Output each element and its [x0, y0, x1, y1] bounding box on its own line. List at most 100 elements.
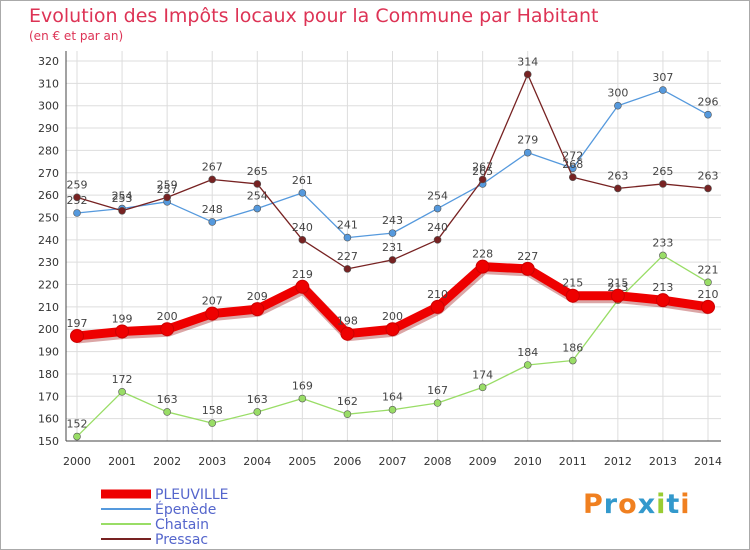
data-point	[478, 383, 487, 392]
data-point	[253, 180, 262, 188]
data-point	[523, 361, 532, 369]
data-point	[430, 299, 445, 314]
x-tick-label: 2006	[333, 455, 361, 468]
data-point	[659, 251, 667, 260]
data-point	[160, 322, 175, 337]
y-tick-label: 300	[38, 100, 59, 113]
data-label: 267	[202, 160, 223, 173]
data-point	[163, 193, 171, 202]
data-label: 164	[382, 391, 403, 404]
legend-label: Pressac	[155, 532, 208, 548]
data-point	[523, 70, 532, 79]
data-point	[253, 204, 262, 213]
series-épenède: 2522542572482542612412432542652792723003…	[67, 71, 719, 242]
logo-letter: o	[618, 489, 638, 520]
data-label: 257	[157, 183, 178, 196]
data-label: 254	[112, 190, 133, 203]
y-tick-label: 250	[38, 211, 59, 224]
y-tick-label: 170	[38, 390, 59, 403]
data-point	[385, 322, 400, 337]
x-tick-label: 2014	[694, 455, 722, 468]
data-point	[704, 278, 712, 287]
logo-letter: i	[656, 489, 667, 520]
data-label: 172	[112, 373, 133, 386]
data-label: 259	[67, 178, 88, 191]
y-tick-label: 260	[38, 189, 59, 202]
data-point	[208, 218, 217, 226]
data-label: 228	[472, 248, 493, 261]
data-label: 254	[427, 190, 448, 203]
x-tick-label: 2002	[153, 455, 181, 468]
data-point	[523, 148, 532, 157]
data-point	[659, 180, 667, 188]
data-label: 265	[652, 165, 673, 178]
data-point	[205, 306, 220, 321]
data-label: 207	[202, 295, 223, 308]
data-point	[659, 86, 667, 94]
data-point	[433, 399, 442, 407]
data-point	[343, 233, 352, 242]
data-label: 197	[67, 317, 88, 330]
x-tick-label: 2013	[649, 455, 677, 468]
data-label: 253	[112, 192, 133, 205]
data-point	[568, 173, 577, 182]
data-point	[298, 394, 307, 403]
x-tick-label: 2004	[243, 455, 271, 468]
data-label: 213	[607, 281, 628, 294]
data-point	[655, 293, 670, 308]
data-label: 199	[112, 312, 133, 325]
x-tick-label: 2012	[604, 455, 632, 468]
y-tick-label: 320	[38, 55, 59, 68]
data-point	[704, 184, 712, 193]
data-point	[701, 299, 715, 314]
data-label: 314	[517, 55, 538, 68]
data-label: 200	[382, 310, 403, 323]
data-label: 186	[562, 342, 583, 355]
data-point	[253, 408, 262, 416]
data-label: 240	[292, 221, 313, 234]
x-tick-label: 2011	[559, 455, 587, 468]
data-label: 272	[562, 149, 583, 162]
data-point	[118, 206, 126, 215]
data-label: 268	[562, 158, 583, 171]
data-point	[70, 328, 84, 343]
data-label: 210	[427, 288, 448, 301]
data-point	[478, 175, 487, 184]
y-tick-label: 270	[38, 167, 59, 180]
data-point	[343, 265, 352, 273]
x-tick-label: 2003	[198, 455, 226, 468]
y-tick-label: 290	[38, 122, 59, 135]
data-label: 307	[652, 71, 673, 84]
data-label: 174	[472, 368, 493, 381]
y-tick-label: 310	[38, 77, 59, 90]
data-label: 163	[157, 393, 178, 406]
data-label: 219	[292, 268, 313, 281]
data-point	[343, 410, 352, 418]
data-point	[298, 236, 307, 244]
y-tick-label: 190	[38, 346, 59, 359]
data-point	[475, 259, 490, 274]
data-label: 231	[382, 241, 403, 254]
plot-area	[66, 51, 721, 441]
data-label: 162	[337, 395, 358, 408]
proxiti-logo: Proxiti	[583, 489, 691, 520]
data-label: 227	[517, 250, 538, 263]
data-point	[115, 324, 130, 339]
data-point	[208, 175, 217, 184]
y-tick-label: 200	[38, 323, 59, 336]
data-point	[388, 229, 397, 237]
x-tick-label: 2008	[424, 455, 452, 468]
x-tick-label: 2007	[379, 455, 407, 468]
data-label: 215	[562, 277, 583, 290]
y-tick-label: 180	[38, 368, 59, 381]
chart-subtitle: (en € et par an)	[29, 29, 124, 43]
data-label: 233	[652, 236, 673, 249]
data-label: 152	[67, 418, 88, 431]
data-label: 210	[698, 288, 719, 301]
data-label: 163	[247, 393, 268, 406]
data-point	[565, 288, 580, 303]
data-point	[118, 388, 126, 396]
data-point	[73, 432, 81, 441]
